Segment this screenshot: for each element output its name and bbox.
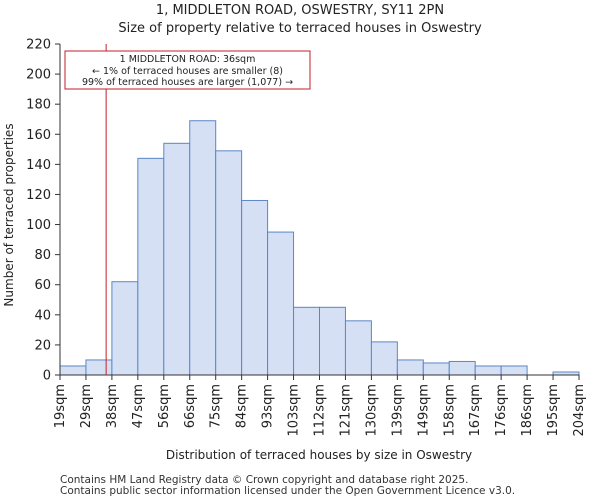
x-tick-label: 38sqm: [105, 384, 120, 428]
x-tick-label: 139sqm: [390, 384, 405, 437]
annotation-line-3: 99% of terraced houses are larger (1,077…: [82, 77, 293, 88]
histogram-bar: [396, 359, 424, 376]
x-tick-label: 84sqm: [235, 384, 250, 428]
y-tick-label: 0: [43, 369, 51, 384]
x-tick-label: 149sqm: [416, 384, 431, 437]
y-tick-label: 60: [34, 278, 51, 293]
y-tick-label: 220: [26, 38, 51, 53]
x-tick-label: 176sqm: [494, 384, 509, 437]
histogram-bar: [500, 365, 528, 376]
y-tick-label: 80: [34, 248, 51, 263]
histogram-bar: [85, 359, 113, 376]
x-tick-label: 47sqm: [131, 384, 146, 428]
x-tick-label: 158sqm: [442, 384, 457, 437]
histogram-bar: [293, 306, 320, 376]
x-tick-label: 93sqm: [261, 384, 276, 428]
histogram-bar: [163, 142, 191, 376]
x-axis-label: Distribution of terraced houses by size …: [166, 448, 472, 462]
annotation-box: [64, 50, 311, 90]
histogram-bar: [241, 199, 269, 376]
x-tick-label: 19sqm: [53, 384, 68, 428]
y-tick-label: 20: [34, 338, 51, 353]
x-tick-label: 56sqm: [157, 384, 172, 428]
x-tick-label: 75sqm: [209, 384, 224, 428]
x-tick-label: 204sqm: [572, 384, 587, 437]
histogram-bar: [267, 231, 295, 376]
y-tick-label: 160: [26, 128, 51, 143]
x-tick-label: 112sqm: [313, 384, 328, 437]
y-tick-label: 180: [26, 98, 51, 113]
x-tick-label: 103sqm: [287, 384, 302, 437]
chart-title: 1, MIDDLETON ROAD, OSWESTRY, SY11 2PN: [155, 3, 445, 18]
footer-copyright: Contains HM Land Registry data © Crown c…: [60, 474, 469, 486]
y-tick-label: 140: [26, 158, 51, 173]
x-tick-label: 195sqm: [546, 384, 561, 437]
histogram-bar: [215, 150, 243, 376]
histogram-bar: [111, 281, 139, 376]
x-tick-label: 167sqm: [468, 384, 483, 437]
y-tick-label: 120: [26, 188, 51, 203]
x-tick-label: 186sqm: [520, 384, 535, 437]
annotation-line-2: ← 1% of terraced houses are smaller (8): [92, 66, 283, 77]
annotation-line-1: 1 MIDDLETON ROAD: 36sqm: [120, 54, 256, 65]
footer-licence: Contains public sector information licen…: [60, 485, 516, 497]
x-tick-label: 130sqm: [364, 384, 379, 437]
y-axis-label: Number of terraced properties: [2, 123, 16, 306]
histogram-bar: [137, 157, 165, 376]
histogram-bar: [370, 341, 398, 376]
x-tick-label: 29sqm: [79, 384, 94, 428]
y-tick-label: 100: [26, 218, 51, 233]
x-tick-label: 66sqm: [183, 384, 198, 428]
histogram-bar: [189, 120, 217, 376]
y-tick-label: 40: [34, 308, 51, 323]
x-tick-label: 121sqm: [338, 384, 353, 437]
histogram-bar: [448, 360, 476, 376]
histogram-bar: [344, 320, 372, 376]
histogram-bar: [59, 365, 87, 376]
histogram-bar: [422, 362, 450, 376]
y-tick-label: 200: [26, 68, 51, 83]
histogram-bar: [474, 365, 502, 376]
chart-subtitle: Size of property relative to terraced ho…: [118, 21, 482, 36]
histogram-bar: [319, 306, 346, 376]
